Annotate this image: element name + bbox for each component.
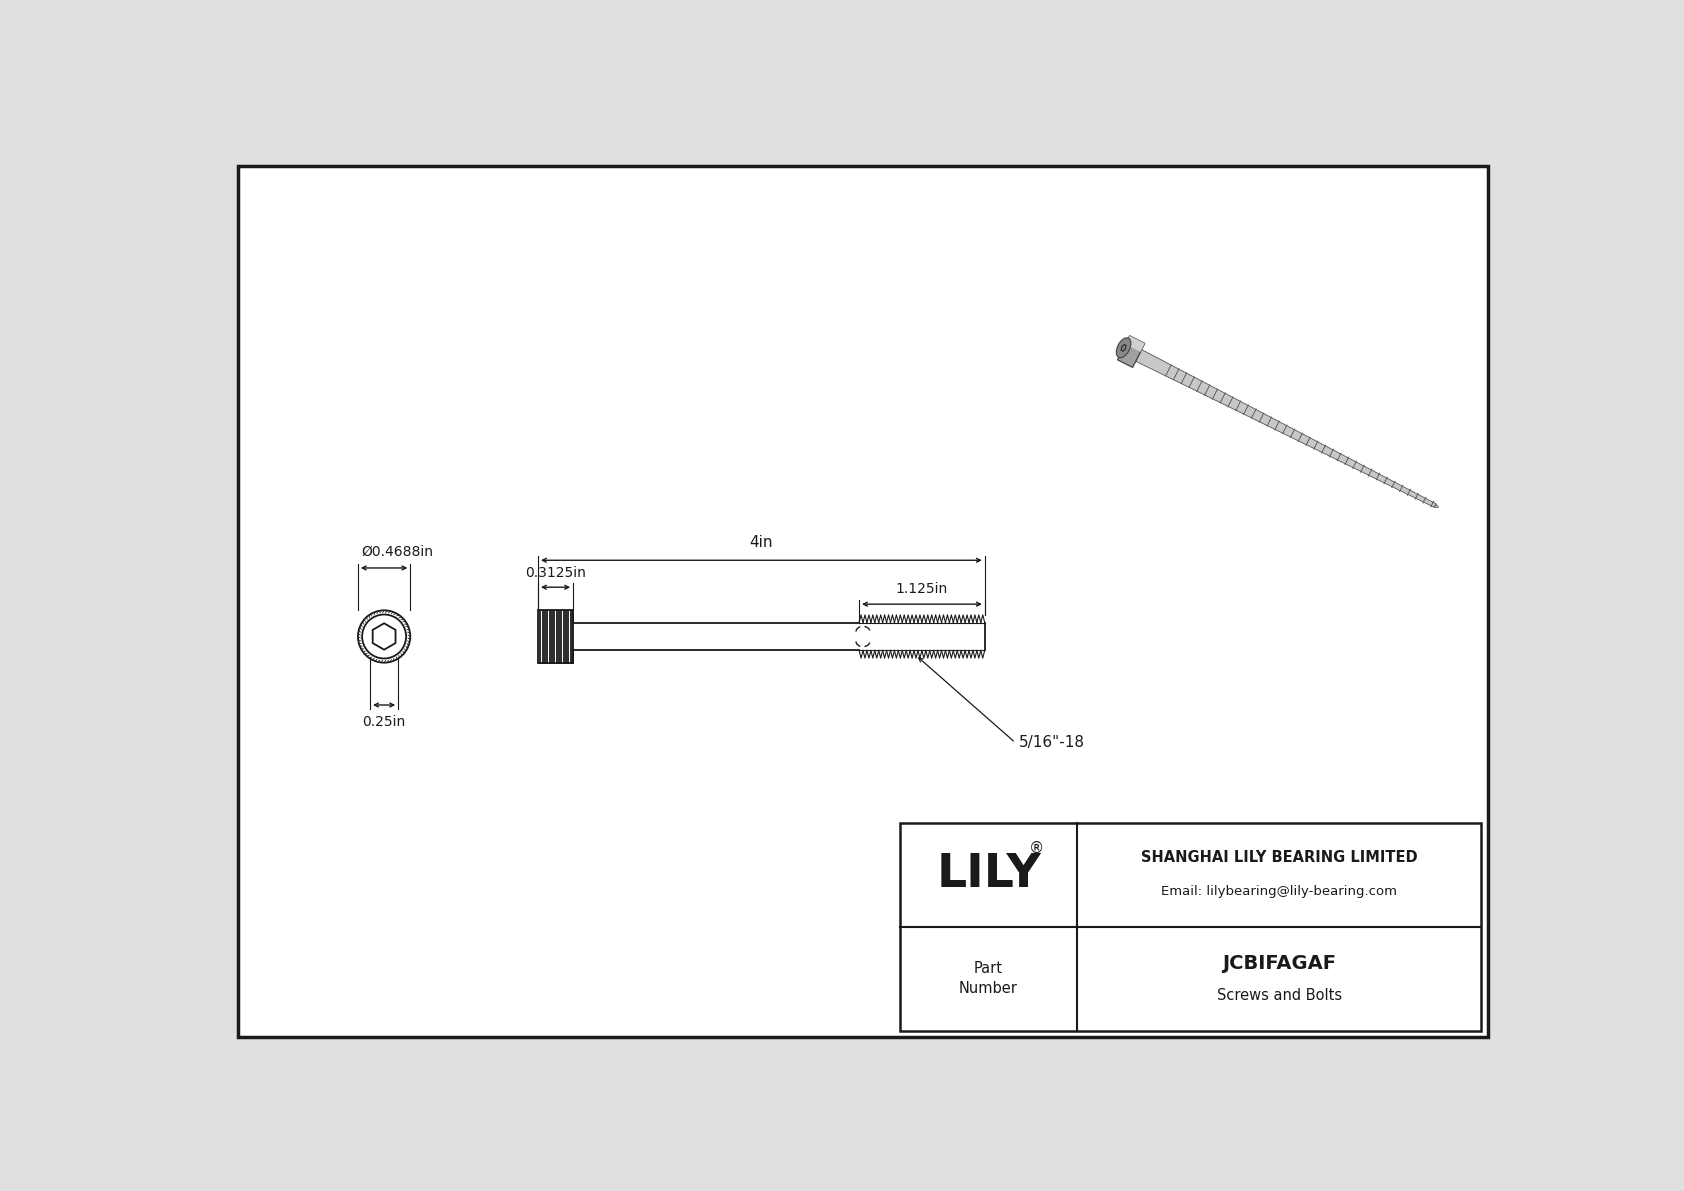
Text: 5/16"-18: 5/16"-18 xyxy=(1019,735,1086,750)
Text: Ø0.4688in: Ø0.4688in xyxy=(362,544,434,559)
Polygon shape xyxy=(1118,336,1145,368)
Text: 0.3125in: 0.3125in xyxy=(525,566,586,580)
Text: SHANGHAI LILY BEARING LIMITED: SHANGHAI LILY BEARING LIMITED xyxy=(1142,850,1418,866)
Text: 4in: 4in xyxy=(749,535,773,550)
Polygon shape xyxy=(1435,504,1438,507)
Bar xyxy=(539,610,573,662)
Polygon shape xyxy=(372,623,396,649)
Text: LILY: LILY xyxy=(936,853,1041,897)
Circle shape xyxy=(362,615,406,659)
Text: 0.25in: 0.25in xyxy=(362,715,406,729)
Text: Screws and Bolts: Screws and Bolts xyxy=(1216,989,1342,1003)
Circle shape xyxy=(359,610,411,662)
Text: JCBIFAGAF: JCBIFAGAF xyxy=(1223,954,1335,973)
Polygon shape xyxy=(1125,336,1145,351)
Text: Email: lilybearing@lily-bearing.com: Email: lilybearing@lily-bearing.com xyxy=(1162,885,1398,898)
Text: ®: ® xyxy=(1029,841,1044,855)
Ellipse shape xyxy=(1116,338,1132,357)
Text: 1.125in: 1.125in xyxy=(896,582,948,597)
Text: Part
Number: Part Number xyxy=(960,961,1019,996)
Bar xyxy=(899,823,1482,1030)
Polygon shape xyxy=(1135,350,1436,507)
